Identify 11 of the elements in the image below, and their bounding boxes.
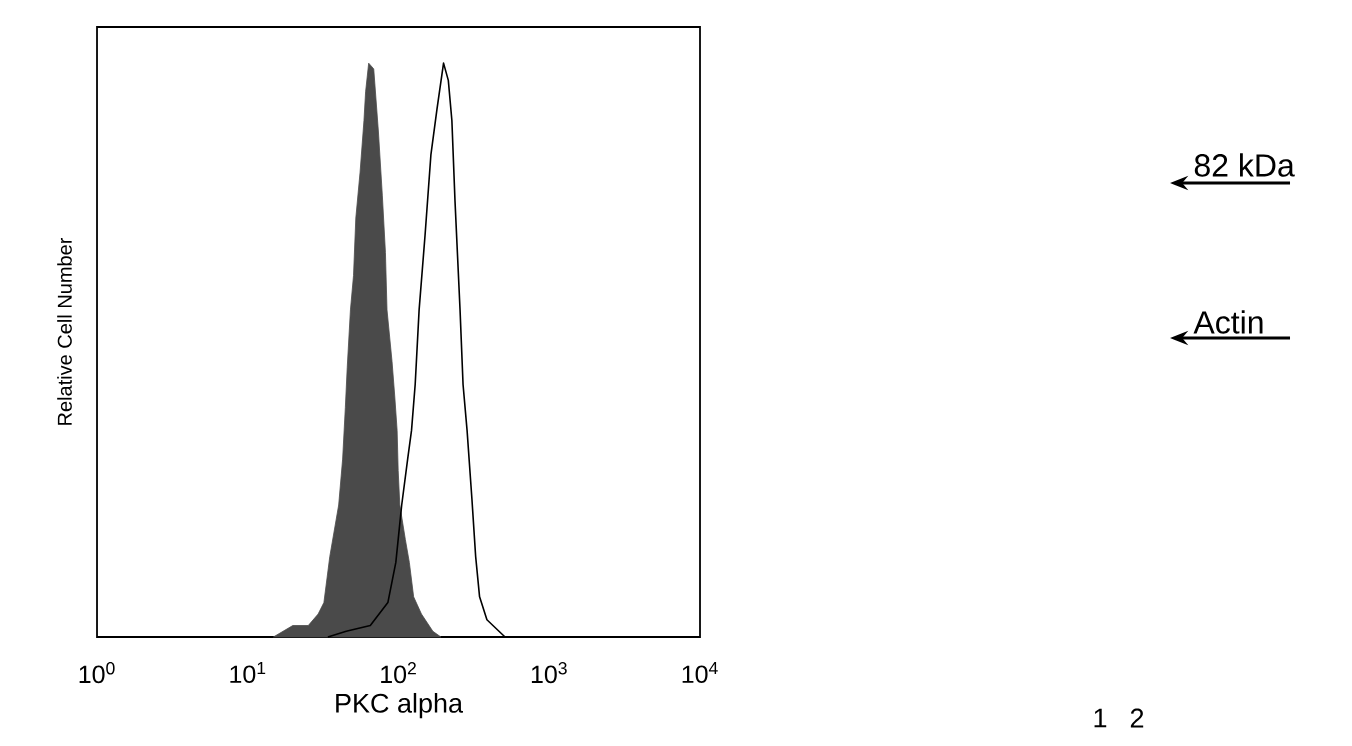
text: 82 kDa <box>1194 153 1295 177</box>
x-axis-title: PKC alpha <box>336 692 464 719</box>
x-tick-label: 10$^{4}$ <box>682 662 718 684</box>
x-tick-label: 10$^{0}$ <box>79 662 115 684</box>
x-tick-label: 10$^{1}$ <box>230 662 266 684</box>
text: 2 <box>1130 708 1144 728</box>
x-tick-label: 10$^{2}$ <box>381 662 416 684</box>
text: 1 <box>1094 708 1107 728</box>
text: Actin <box>1193 310 1263 334</box>
x-tick-label: 10$^{3}$ <box>531 662 567 684</box>
y-axis-title: Relative Cell Number <box>57 237 72 425</box>
